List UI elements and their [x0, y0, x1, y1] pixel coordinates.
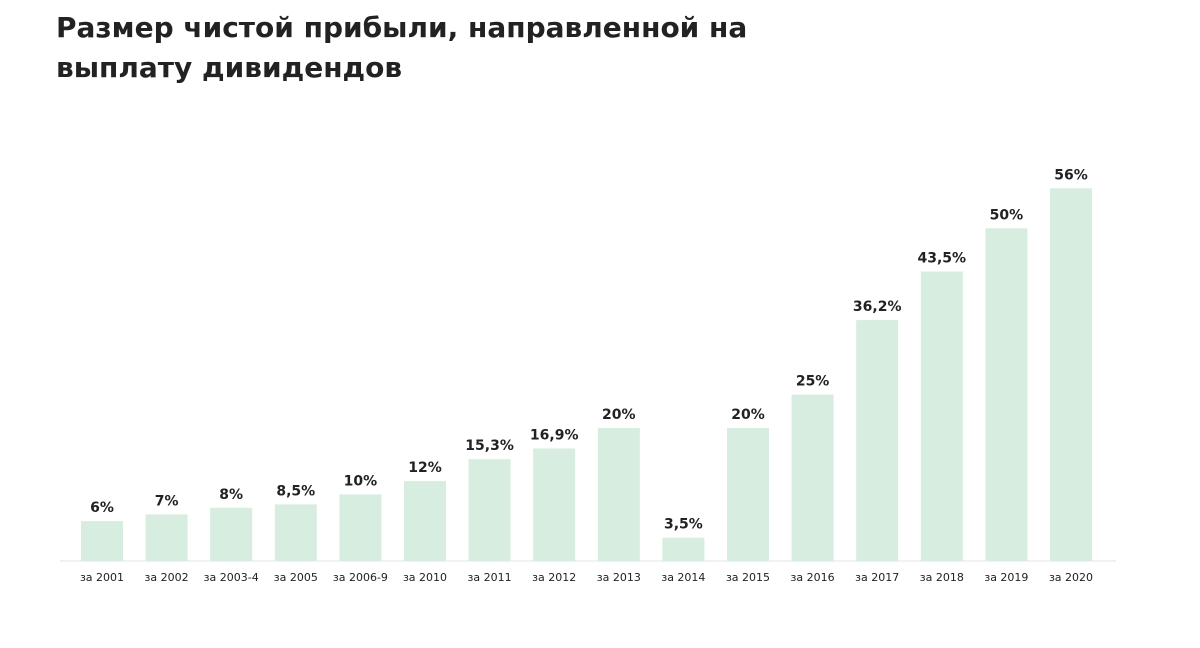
bar-9	[662, 537, 705, 561]
bar-15	[1050, 188, 1092, 562]
value-label-1: 7%	[155, 493, 179, 509]
bar-11	[791, 394, 834, 561]
x-tick-label-0: за 2001	[80, 571, 124, 584]
value-label-5: 12%	[408, 460, 442, 476]
x-tick-label-6: за 2011	[468, 571, 512, 584]
bar-14	[985, 228, 1028, 562]
value-label-9: 3,5%	[664, 517, 703, 533]
value-label-14: 50%	[990, 207, 1024, 223]
value-labels-group: 6% 7% 8% 8,5% 10% 12% 15,3% 16,9% 20% 3,5% 20% 25% 3…	[90, 167, 1088, 532]
bar-1	[145, 514, 188, 561]
x-tick-label-10: за 2015	[726, 571, 770, 584]
value-label-12: 36,2%	[853, 299, 902, 315]
value-label-10: 20%	[731, 407, 765, 423]
x-tick-label-7: за 2012	[532, 571, 576, 584]
x-tick-label-14: за 2019	[984, 571, 1028, 584]
x-tick-labels-group: за 2001 за 2002 за 2003-4 за 2005 за 2006-9 з…	[80, 571, 1093, 584]
bar-13	[920, 271, 963, 561]
bar-6	[468, 459, 511, 561]
value-label-6: 15,3%	[465, 438, 514, 454]
bar-0	[81, 521, 123, 561]
x-tick-label-11: за 2016	[791, 571, 835, 584]
x-tick-label-13: за 2018	[920, 571, 964, 584]
bar-7	[533, 448, 576, 561]
bar-8	[597, 427, 640, 561]
x-tick-label-1: за 2002	[145, 571, 189, 584]
value-label-11: 25%	[796, 374, 830, 390]
x-tick-label-12: за 2017	[855, 571, 899, 584]
bar-12	[856, 320, 899, 561]
bar-4	[339, 494, 382, 561]
bar-5	[404, 481, 446, 561]
x-tick-label-3: за 2005	[274, 571, 318, 584]
chart-title: Размер чистой прибыли, направленной на в…	[56, 11, 748, 84]
value-label-2: 8%	[219, 487, 243, 503]
x-tick-label-9: за 2014	[661, 571, 705, 584]
value-label-7: 16,9%	[530, 428, 579, 444]
bar-2	[210, 507, 253, 561]
value-label-8: 20%	[602, 407, 636, 423]
bars-group	[81, 188, 1092, 562]
x-tick-label-5: за 2010	[403, 571, 447, 584]
x-tick-label-15: за 2020	[1049, 571, 1093, 584]
value-label-15: 56%	[1054, 167, 1088, 183]
value-label-13: 43,5%	[918, 251, 967, 267]
value-label-3: 8,5%	[276, 483, 315, 499]
bar-3	[274, 504, 317, 561]
x-tick-label-8: за 2013	[597, 571, 641, 584]
value-label-0: 6%	[90, 500, 114, 516]
bar-10	[727, 427, 769, 561]
value-label-4: 10%	[344, 473, 378, 489]
x-tick-label-4: за 2006-9	[333, 571, 388, 584]
x-tick-label-2: за 2003-4	[204, 571, 259, 584]
